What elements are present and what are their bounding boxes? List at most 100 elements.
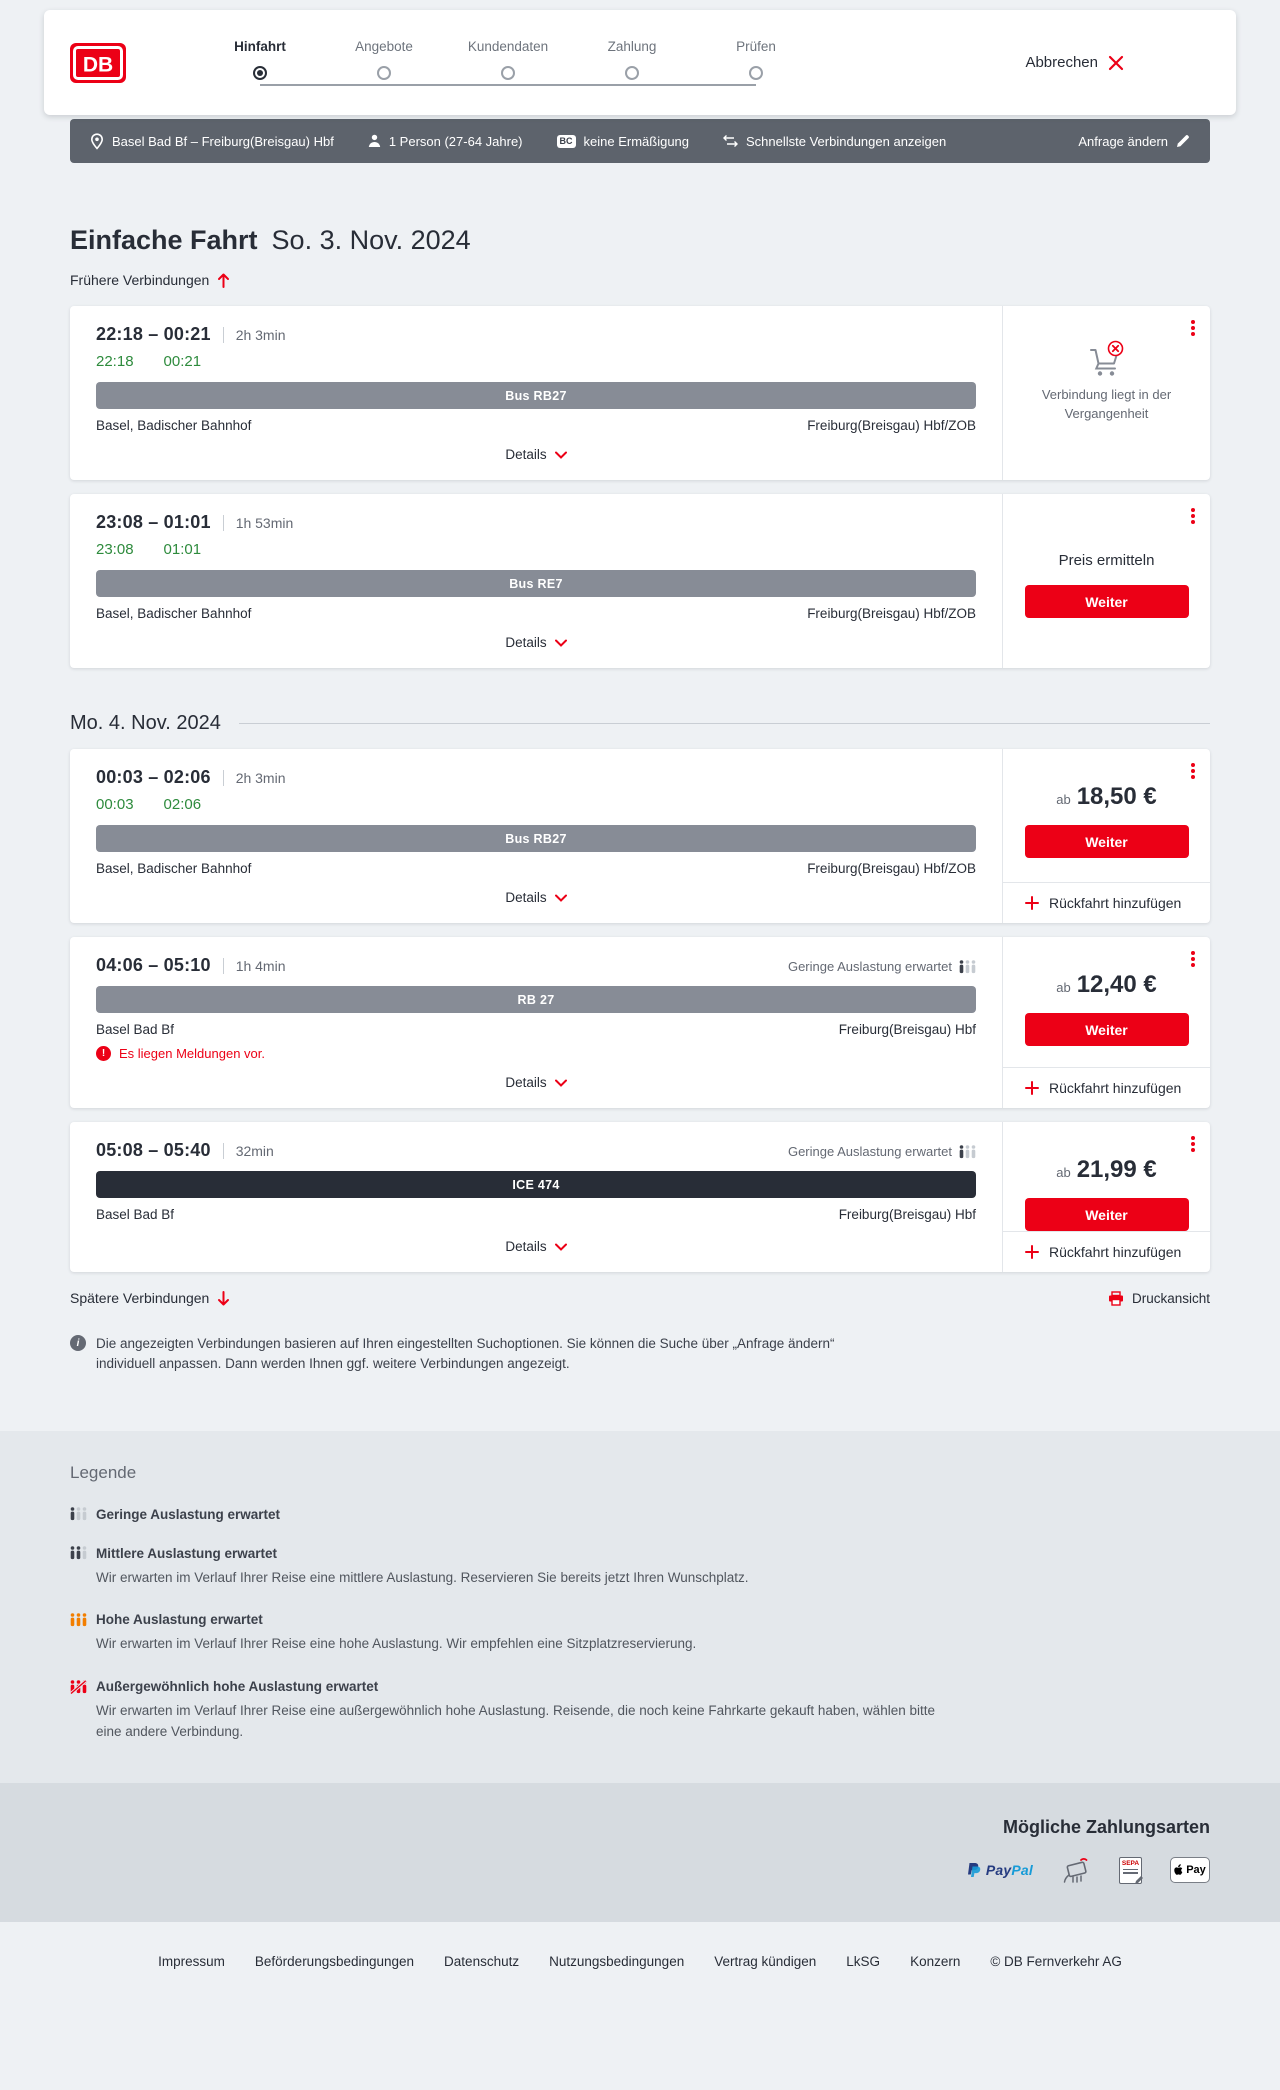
- legend-section: Legende Geringe Auslastung erwartet Mitt…: [0, 1430, 1280, 1784]
- chevron-down-icon: [554, 1079, 567, 1087]
- add-return-button[interactable]: Rückfahrt hinzufügen: [1003, 1067, 1210, 1108]
- step-zahlung[interactable]: Zahlung: [570, 31, 694, 95]
- footer-link-vertrag-kuendigen[interactable]: Vertrag kündigen: [714, 1954, 817, 1970]
- later-connections-link[interactable]: Spätere Verbindungen: [70, 1290, 230, 1306]
- location-pin-icon: [90, 132, 104, 150]
- departure-time: 00:03: [96, 796, 134, 813]
- discount-summary: BC keine Ermäßigung: [556, 134, 689, 149]
- more-options-menu[interactable]: [1189, 947, 1197, 971]
- weiter-button[interactable]: Weiter: [1024, 585, 1189, 618]
- occupancy-medium-icon: [70, 1546, 87, 1560]
- connection-card: 04:06 – 05:10 1h 4min Geringe Auslastung…: [70, 937, 1210, 1108]
- weiter-button[interactable]: Weiter: [1024, 1198, 1189, 1231]
- footer-link-nutzungsbedingungen[interactable]: Nutzungsbedingungen: [549, 1954, 685, 1970]
- db-logo-text: DB: [83, 53, 113, 76]
- details-toggle[interactable]: Details: [96, 1061, 976, 1098]
- duration: 2h 3min: [235, 327, 286, 343]
- footer-link-lksg[interactable]: LkSG: [846, 1954, 881, 1970]
- details-toggle[interactable]: Details: [96, 1225, 976, 1262]
- cancel-button[interactable]: Abbrechen: [1025, 54, 1124, 71]
- arrival-time: 01:01: [163, 541, 202, 558]
- credit-card-hand-icon: [1063, 1858, 1088, 1883]
- details-toggle[interactable]: Details: [96, 876, 976, 913]
- trip-date: So. 3. Nov. 2024: [271, 225, 471, 255]
- price: 12,40 €: [1076, 971, 1157, 998]
- more-options-menu[interactable]: [1189, 316, 1197, 340]
- add-return-button[interactable]: Rückfahrt hinzufügen: [1003, 882, 1210, 923]
- occupancy-low-icon: [70, 1507, 87, 1521]
- footer-link-befoerderungsbedingungen[interactable]: Beförderungsbedingungen: [254, 1954, 415, 1970]
- footer-link-datenschutz[interactable]: Datenschutz: [444, 1954, 520, 1970]
- time-range: 22:18 – 00:21: [96, 324, 211, 344]
- step-pruefen[interactable]: Prüfen: [694, 31, 818, 95]
- page-title: Einfache Fahrt So. 3. Nov. 2024: [70, 225, 1210, 256]
- step-hinfahrt[interactable]: Hinfahrt: [198, 31, 322, 95]
- footer-link-impressum[interactable]: Impressum: [158, 1954, 225, 1970]
- to-station: Freiburg(Breisgau) Hbf: [838, 1207, 976, 1222]
- duration: 1h 53min: [235, 515, 294, 531]
- price-note: Preis ermitteln: [1058, 552, 1155, 569]
- to-station: Freiburg(Breisgau) Hbf: [838, 1022, 976, 1037]
- price: 18,50 €: [1076, 783, 1157, 810]
- search-options-note: i Die angezeigten Verbindungen basieren …: [70, 1334, 1210, 1375]
- earlier-connections-link[interactable]: Frühere Verbindungen: [70, 272, 230, 288]
- from-station: Basel Bad Bf: [96, 1207, 175, 1222]
- more-options-menu[interactable]: [1189, 504, 1197, 528]
- pencil-icon: [1177, 135, 1189, 147]
- bahncard-badge-icon: BC: [556, 134, 576, 148]
- plus-icon: [1025, 896, 1039, 910]
- legend-item-low: Geringe Auslastung erwartet: [70, 1507, 1210, 1522]
- time-range: 00:03 – 02:06: [96, 767, 211, 787]
- page-footer: Impressum Beförderungsbedingungen Datens…: [0, 1922, 1280, 2004]
- weiter-button[interactable]: Weiter: [1024, 825, 1189, 858]
- connection-card: 00:03 – 02:06 2h 3min 00:03 02:06 Bus RB…: [70, 749, 1210, 923]
- price: 21,99 €: [1076, 1156, 1157, 1183]
- footer-link-konzern[interactable]: Konzern: [910, 1954, 961, 1970]
- alert-icon: !: [96, 1046, 111, 1061]
- route-summary: Basel Bad Bf – Freiburg(Breisgau) Hbf: [90, 132, 334, 150]
- step-kundendaten[interactable]: Kundendaten: [446, 31, 570, 95]
- duration: 1h 4min: [235, 958, 286, 974]
- step-dot: [749, 65, 763, 80]
- duration: 2h 3min: [235, 770, 286, 786]
- legend-title: Legende: [70, 1462, 137, 1482]
- step-angebote[interactable]: Angebote: [322, 31, 446, 95]
- step-dot: [253, 65, 267, 80]
- from-station: Basel, Badischer Bahnhof: [96, 418, 252, 433]
- departure-time: 22:18: [96, 353, 134, 370]
- from-station: Basel, Badischer Bahnhof: [96, 861, 252, 876]
- info-icon: i: [70, 1335, 86, 1351]
- progress-steps: Hinfahrt Angebote Kundendaten Zahlung Pr…: [198, 31, 818, 95]
- transport-line-bar: RB 27: [96, 986, 976, 1013]
- edit-request-button[interactable]: Anfrage ändern: [1078, 134, 1190, 149]
- plus-icon: [1025, 1081, 1039, 1095]
- copyright: © DB Fernverkehr AG: [990, 1954, 1122, 1970]
- swap-arrows-icon: [723, 135, 739, 147]
- chevron-down-icon: [554, 451, 567, 459]
- paypal-logo-mark: [967, 1862, 981, 1877]
- apple-logo-mark: [1174, 1864, 1183, 1875]
- weiter-button[interactable]: Weiter: [1024, 1013, 1189, 1046]
- arrival-time: 00:21: [163, 353, 202, 370]
- print-view-button[interactable]: Druckansicht: [1108, 1291, 1210, 1306]
- passengers-summary: 1 Person (27-64 Jahre): [368, 134, 523, 149]
- details-toggle[interactable]: Details: [96, 621, 976, 658]
- arrow-up-icon: [218, 273, 230, 288]
- pencil-icon: [1135, 1875, 1143, 1884]
- paypal-icon: PayPal: [967, 1862, 1033, 1879]
- arrow-down-icon: [218, 1290, 230, 1305]
- apple-pay-icon: Pay: [1170, 1857, 1210, 1884]
- sepa-direct-debit-icon: SEPA: [1119, 1856, 1143, 1884]
- connection-card: 05:08 – 05:40 32min Geringe Auslastung e…: [70, 1122, 1210, 1272]
- payment-methods-section: Mögliche Zahlungsarten PayPal SEPA: [0, 1783, 1280, 1923]
- step-dot: [501, 65, 515, 80]
- legend-item-medium: Mittlere Auslastung erwartet Wir erwarte…: [70, 1546, 1210, 1589]
- messages-warning[interactable]: ! Es liegen Meldungen vor.: [96, 1046, 976, 1061]
- add-return-button[interactable]: Rückfahrt hinzufügen: [1003, 1231, 1210, 1272]
- more-options-menu[interactable]: [1189, 1132, 1197, 1156]
- details-toggle[interactable]: Details: [96, 433, 976, 470]
- more-options-menu[interactable]: [1189, 759, 1197, 783]
- occupancy-indicator: Geringe Auslastung erwartet: [788, 959, 976, 974]
- time-range: 05:08 – 05:40: [96, 1140, 211, 1160]
- transport-line-bar: Bus RE7: [96, 570, 976, 597]
